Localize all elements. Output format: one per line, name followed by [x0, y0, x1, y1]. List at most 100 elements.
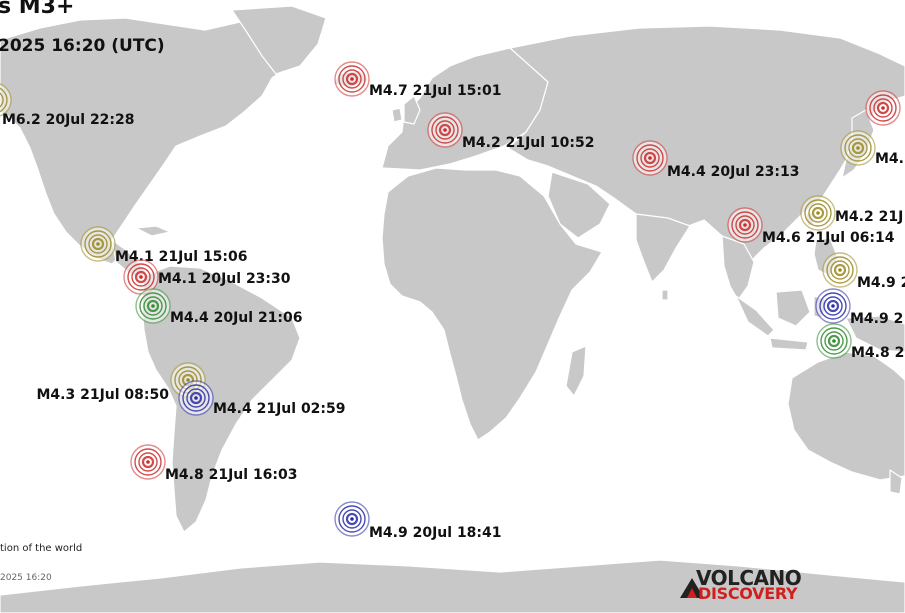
earthquake-ring	[869, 94, 897, 122]
earthquake-epicenter	[831, 304, 835, 308]
earthquake-ring	[848, 138, 868, 158]
earthquake-ring	[435, 120, 455, 140]
earthquake-marker[interactable]: M4.9 2	[815, 288, 903, 327]
earthquake-marker[interactable]: M4.4 20Jul 21:06	[135, 288, 303, 326]
earthquake-ring	[134, 270, 148, 284]
north-america	[0, 17, 301, 265]
earthquake-label: M6.2 20Jul 22:28	[2, 112, 135, 128]
earthquake-label: M4.4 21Jul 02:59	[213, 401, 346, 417]
earthquake-ring	[851, 141, 865, 155]
earthquake-ring	[182, 384, 210, 412]
earthquake-ring	[0, 92, 4, 108]
earthquake-label: M4.3 21Jul 08:50	[36, 387, 169, 403]
earthquake-ring	[138, 452, 158, 472]
earthquake-marker[interactable]: M4.9 20Jul 18:41	[334, 501, 502, 541]
earthquake-epicenter	[350, 517, 354, 521]
borneo	[775, 289, 811, 327]
earthquake-ring	[338, 505, 366, 533]
earthquake-ring	[189, 391, 203, 405]
earthquake-ring	[438, 123, 452, 137]
volcano-discovery-logo[interactable]: VOLCANO DISCOVERY	[680, 566, 830, 606]
earthquake-ring	[824, 331, 844, 351]
earthquake-marker[interactable]: M4.1 20Jul 23:30	[123, 259, 291, 295]
ireland	[391, 107, 403, 123]
earthquake-marker[interactable]: M4.4 20Jul 23:13	[632, 140, 800, 180]
earthquake-ring	[827, 334, 841, 348]
earthquake-epicenter	[96, 242, 100, 246]
logo-line-discovery: DISCOVERY	[698, 584, 798, 603]
earthquake-marker[interactable]: M6.2 20Jul 22:28	[0, 83, 135, 128]
earthquake-epicenter	[881, 106, 885, 110]
earthquake-epicenter	[139, 275, 143, 279]
earthquake-ring	[811, 206, 825, 220]
india	[635, 213, 691, 283]
earthquake-ring	[139, 292, 167, 320]
british-isles	[403, 95, 421, 125]
earthquake-ring	[0, 83, 12, 117]
earthquake-ring	[833, 263, 847, 277]
se-asia	[721, 235, 755, 301]
earthquake-marker[interactable]: M4.4 21Jul 02:59	[178, 380, 346, 417]
earthquake-epicenter	[832, 339, 836, 343]
earthquake-ring	[643, 151, 657, 165]
earthquake-marker[interactable]: M4.9 2	[822, 252, 905, 291]
antarctica	[0, 559, 905, 613]
volcano-logo-icon	[680, 578, 704, 598]
earthquake-epicenter	[816, 211, 820, 215]
earthquake-label: M4.9 2	[857, 275, 905, 291]
earthquake-epicenter	[648, 156, 652, 160]
earthquake-marker[interactable]: M4.2 21J	[800, 195, 903, 231]
madagascar	[565, 345, 587, 397]
earthquake-label: M4.8 2	[851, 345, 904, 361]
earthquake-ring	[823, 296, 843, 316]
earthquake-ring	[735, 215, 755, 235]
earthquake-epicenter	[443, 128, 447, 132]
earthquake-ring	[804, 199, 832, 227]
earthquake-ring	[431, 116, 459, 144]
earthquake-marker[interactable]: M4.	[840, 130, 904, 167]
earthquake-ring	[876, 101, 890, 115]
africa	[381, 167, 603, 441]
sumatra	[735, 295, 775, 337]
earthquake-epicenter	[151, 304, 155, 308]
earthquake-marker[interactable]: M4.2 21Jul 10:52	[427, 112, 595, 151]
earthquake-ring	[819, 292, 847, 320]
map-subtitle: 2025 16:20 (UTC)	[0, 36, 165, 56]
earthquake-ring	[84, 230, 112, 258]
earthquake-marker[interactable]	[865, 90, 901, 126]
earthquake-marker[interactable]: M4.8 2	[816, 323, 904, 361]
earthquake-label: M4.2 21J	[835, 209, 903, 225]
earthquake-label: M4.9 2	[850, 311, 903, 327]
earthquake-label: M4.7 21Jul 15:01	[369, 83, 502, 99]
earthquake-ring	[146, 299, 160, 313]
earthquake-ring	[342, 69, 362, 89]
earthquake-epicenter	[350, 77, 354, 81]
earthquake-ring	[844, 134, 872, 162]
map-timestamp: 2025 16:20	[0, 573, 52, 583]
earthquake-marker[interactable]: M4.8 21Jul 16:03	[130, 444, 298, 483]
earthquake-label: M4.2 21Jul 10:52	[462, 135, 595, 151]
earthquake-marker[interactable]: M4.7 21Jul 15:01	[334, 61, 502, 99]
earthquake-ring	[127, 263, 155, 291]
earthquake-ring	[141, 455, 155, 469]
earthquake-ring	[731, 211, 759, 239]
earthquake-epicenter	[194, 396, 198, 400]
earthquake-ring	[820, 327, 848, 355]
earthquake-ring	[636, 144, 664, 172]
earthquake-marker[interactable]: M4.6 21Jul 06:14	[727, 207, 895, 246]
earthquake-ring	[134, 448, 162, 476]
earthquake-ring	[808, 203, 828, 223]
earthquake-ring	[91, 237, 105, 251]
earthquake-epicenter	[838, 268, 842, 272]
new-zealand-north	[889, 469, 903, 495]
earthquake-label: M4.9 20Jul 18:41	[369, 525, 502, 541]
earthquake-ring	[738, 218, 752, 232]
earthquake-markers: M6.2 20Jul 22:28 M4.7 21Jul 15:01 M4.2 21J…	[0, 61, 905, 541]
arabia	[547, 171, 611, 239]
earthquake-ring	[338, 65, 366, 93]
earthquake-ring	[826, 256, 854, 284]
earthquake-ring	[88, 234, 108, 254]
earthquake-ring	[826, 299, 840, 313]
cuba	[135, 225, 171, 237]
